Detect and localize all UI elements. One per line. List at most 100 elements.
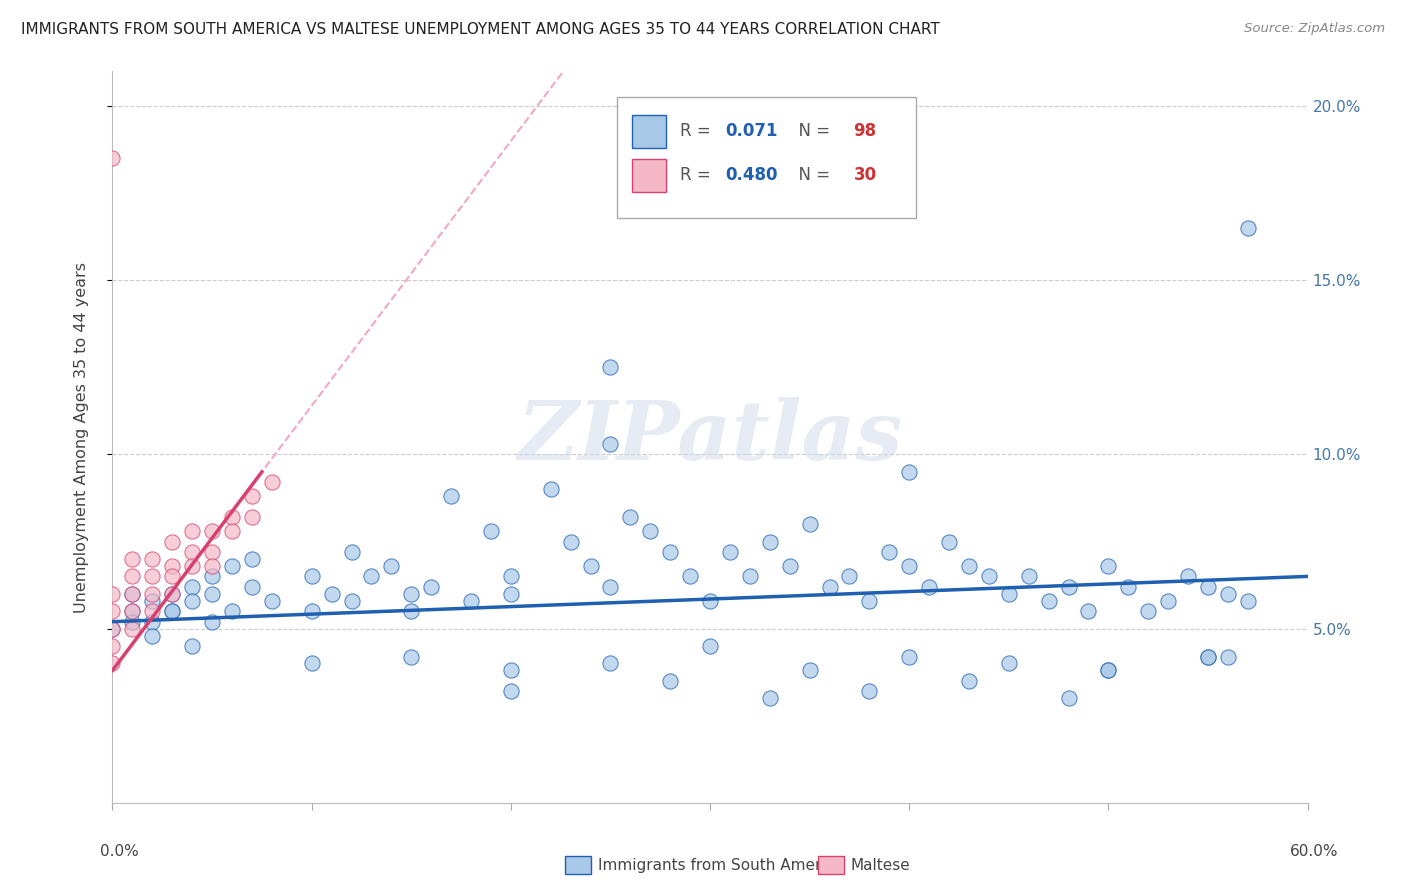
Point xyxy=(240,510,263,524)
Point xyxy=(659,545,682,559)
Text: 0.071: 0.071 xyxy=(725,122,778,140)
Bar xyxy=(633,159,666,192)
Point xyxy=(818,580,841,594)
Point xyxy=(599,580,621,594)
Point xyxy=(858,594,880,608)
Point xyxy=(401,604,423,618)
Point xyxy=(898,465,921,479)
Point xyxy=(340,594,363,608)
Point xyxy=(380,558,402,573)
Point xyxy=(718,545,741,559)
Point xyxy=(121,552,143,566)
Point xyxy=(360,569,382,583)
Point xyxy=(181,558,204,573)
Point xyxy=(998,657,1021,671)
Point xyxy=(540,483,562,497)
Text: R =: R = xyxy=(681,122,716,140)
Point xyxy=(201,587,224,601)
Point xyxy=(181,545,204,559)
Point xyxy=(101,587,124,601)
Point xyxy=(640,524,662,538)
Text: IMMIGRANTS FROM SOUTH AMERICA VS MALTESE UNEMPLOYMENT AMONG AGES 35 TO 44 YEARS : IMMIGRANTS FROM SOUTH AMERICA VS MALTESE… xyxy=(21,22,939,37)
Point xyxy=(619,510,641,524)
Point xyxy=(301,569,323,583)
Point xyxy=(440,489,463,503)
Point xyxy=(221,510,243,524)
Point xyxy=(499,587,522,601)
Point xyxy=(141,552,163,566)
Point xyxy=(1097,664,1119,678)
Point xyxy=(240,580,263,594)
Point xyxy=(162,604,183,618)
Point xyxy=(162,604,183,618)
Point xyxy=(479,524,502,538)
Point xyxy=(1137,604,1160,618)
Point xyxy=(201,558,224,573)
Point xyxy=(838,569,860,583)
Point xyxy=(340,545,363,559)
Point xyxy=(401,649,423,664)
Point xyxy=(499,664,522,678)
Point xyxy=(162,558,183,573)
Point xyxy=(121,622,143,636)
Point xyxy=(679,569,702,583)
Point xyxy=(201,545,224,559)
Point xyxy=(460,594,482,608)
Point xyxy=(738,569,761,583)
Point xyxy=(998,587,1021,601)
Point xyxy=(957,558,980,573)
Text: R =: R = xyxy=(681,166,716,185)
Point xyxy=(321,587,343,601)
Point xyxy=(420,580,443,594)
Point xyxy=(162,587,183,601)
Point xyxy=(162,587,183,601)
Point xyxy=(1057,580,1080,594)
Point xyxy=(162,534,183,549)
Point xyxy=(1197,649,1219,664)
Point xyxy=(301,657,323,671)
Point xyxy=(599,437,621,451)
Text: 30: 30 xyxy=(853,166,876,185)
Bar xyxy=(633,115,666,148)
Point xyxy=(1018,569,1040,583)
Point xyxy=(401,587,423,601)
Point xyxy=(957,673,980,688)
Point xyxy=(898,558,921,573)
Point xyxy=(938,534,960,549)
Point xyxy=(101,622,124,636)
Point xyxy=(1057,691,1080,706)
Point xyxy=(779,558,801,573)
Point xyxy=(141,569,163,583)
Point xyxy=(221,524,243,538)
Point xyxy=(101,622,124,636)
Point xyxy=(1157,594,1180,608)
Point xyxy=(221,604,243,618)
Point xyxy=(1118,580,1140,594)
Point xyxy=(579,558,602,573)
Point xyxy=(121,604,143,618)
Y-axis label: Unemployment Among Ages 35 to 44 years: Unemployment Among Ages 35 to 44 years xyxy=(75,261,89,613)
Point xyxy=(560,534,582,549)
Text: N =: N = xyxy=(787,122,835,140)
Point xyxy=(141,604,163,618)
Point xyxy=(1237,594,1260,608)
Point xyxy=(121,587,143,601)
Point xyxy=(1216,587,1239,601)
Point xyxy=(301,604,323,618)
Point xyxy=(101,639,124,653)
Point xyxy=(1038,594,1060,608)
Point xyxy=(121,569,143,583)
Point xyxy=(141,594,163,608)
Point xyxy=(181,580,204,594)
Point xyxy=(101,604,124,618)
Point xyxy=(759,534,782,549)
Point xyxy=(699,594,721,608)
Text: 60.0%: 60.0% xyxy=(1291,845,1339,859)
Point xyxy=(599,657,621,671)
Point xyxy=(201,569,224,583)
FancyBboxPatch shape xyxy=(617,97,915,218)
Point xyxy=(898,649,921,664)
Point xyxy=(141,615,163,629)
Point xyxy=(799,517,821,532)
Point xyxy=(1197,580,1219,594)
